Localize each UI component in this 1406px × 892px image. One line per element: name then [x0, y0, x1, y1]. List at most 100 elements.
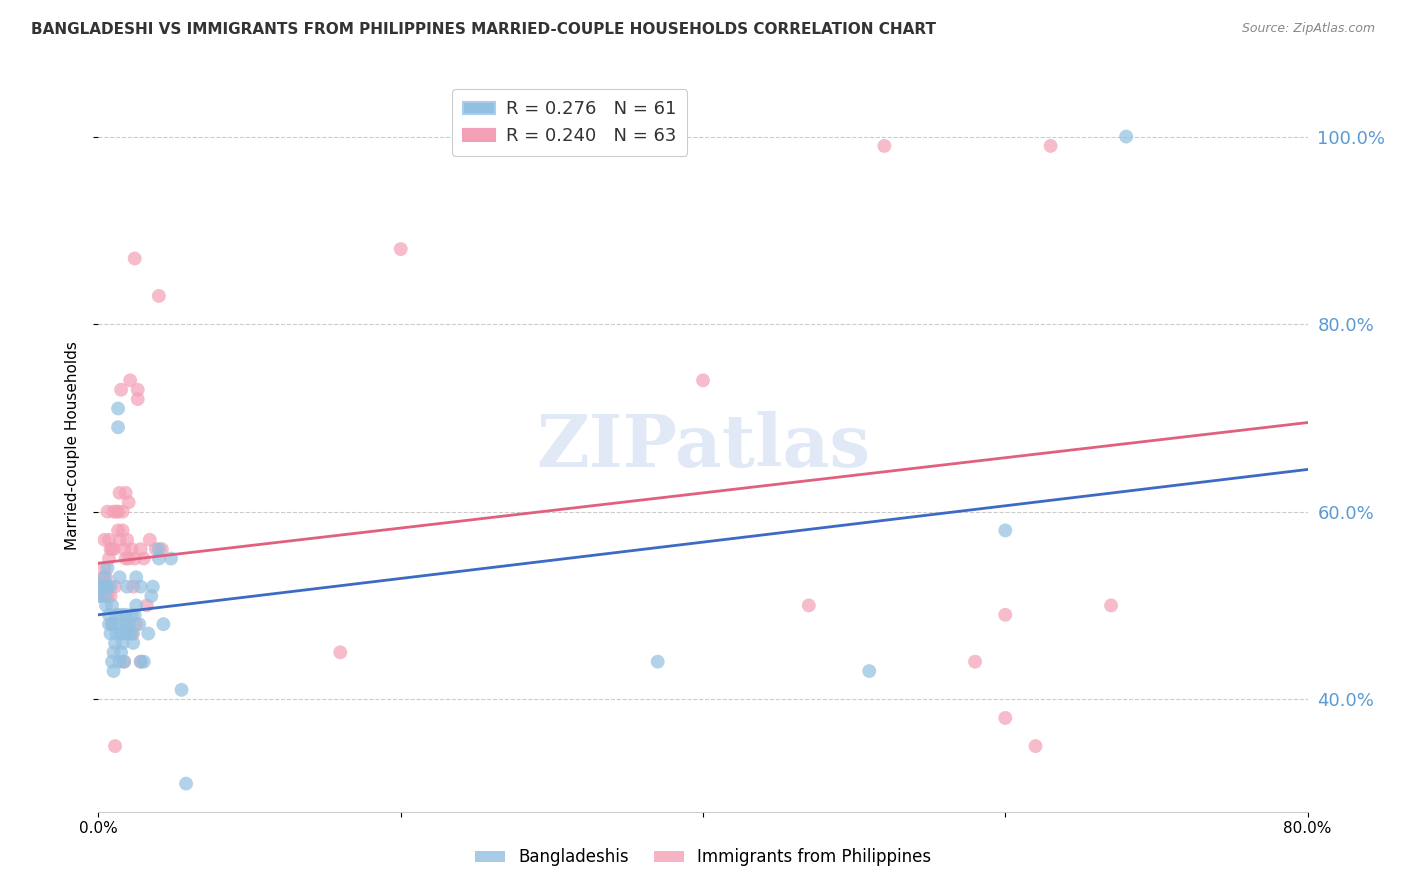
- Point: [90, 580, 112, 594]
- Point: [110, 383, 132, 397]
- Point: [101, 542, 124, 557]
- Point: [122, 580, 145, 594]
- Point: [98, 533, 121, 547]
- Point: [96, 580, 118, 594]
- Point: [96, 505, 118, 519]
- Point: [112, 655, 135, 669]
- Point: [96, 589, 118, 603]
- Point: [89, 589, 111, 603]
- Point: [93, 533, 115, 547]
- Point: [152, 617, 174, 632]
- Point: [107, 524, 129, 538]
- Point: [89, 589, 111, 603]
- Point: [692, 373, 714, 387]
- Point: [100, 542, 122, 557]
- Point: [103, 645, 125, 659]
- Legend: Bangladeshis, Immigrants from Philippines: Bangladeshis, Immigrants from Philippine…: [468, 842, 938, 873]
- Point: [101, 655, 124, 669]
- Point: [170, 682, 193, 697]
- Point: [115, 533, 138, 547]
- Point: [111, 524, 134, 538]
- Point: [965, 655, 987, 669]
- Point: [111, 505, 134, 519]
- Point: [135, 599, 157, 613]
- Point: [1039, 139, 1062, 153]
- Point: [129, 655, 152, 669]
- Point: [107, 401, 129, 416]
- Text: ZIPatlas: ZIPatlas: [536, 410, 870, 482]
- Point: [120, 373, 142, 387]
- Point: [94, 589, 117, 603]
- Text: Source: ZipAtlas.com: Source: ZipAtlas.com: [1241, 22, 1375, 36]
- Point: [94, 580, 117, 594]
- Point: [148, 289, 170, 303]
- Point: [174, 776, 197, 790]
- Point: [148, 542, 170, 557]
- Point: [107, 505, 129, 519]
- Point: [94, 599, 117, 613]
- Point: [104, 580, 127, 594]
- Point: [124, 252, 146, 266]
- Point: [101, 617, 124, 632]
- Point: [129, 580, 152, 594]
- Legend: R = 0.276   N = 61, R = 0.240   N = 63: R = 0.276 N = 61, R = 0.240 N = 63: [453, 89, 688, 156]
- Point: [96, 561, 118, 575]
- Point: [110, 645, 132, 659]
- Point: [100, 626, 122, 640]
- Point: [100, 589, 122, 603]
- Point: [105, 626, 128, 640]
- Point: [132, 551, 155, 566]
- Point: [107, 420, 129, 434]
- Point: [114, 617, 136, 632]
- Point: [797, 599, 820, 613]
- Point: [115, 617, 138, 632]
- Point: [389, 242, 412, 256]
- Point: [96, 580, 118, 594]
- Point: [121, 542, 143, 557]
- Point: [858, 664, 880, 678]
- Point: [118, 551, 141, 566]
- Point: [98, 551, 121, 566]
- Point: [112, 626, 135, 640]
- Point: [93, 570, 115, 584]
- Point: [994, 607, 1017, 622]
- Point: [101, 599, 124, 613]
- Point: [100, 580, 122, 594]
- Point: [108, 655, 131, 669]
- Point: [111, 636, 134, 650]
- Point: [1024, 739, 1046, 753]
- Point: [125, 570, 148, 584]
- Point: [98, 617, 121, 632]
- Point: [120, 626, 142, 640]
- Point: [124, 551, 146, 566]
- Point: [114, 607, 136, 622]
- Point: [132, 655, 155, 669]
- Point: [994, 524, 1017, 538]
- Point: [91, 570, 114, 584]
- Point: [98, 607, 121, 622]
- Point: [103, 664, 125, 678]
- Point: [104, 617, 127, 632]
- Point: [136, 626, 159, 640]
- Point: [994, 711, 1017, 725]
- Point: [145, 542, 167, 557]
- Point: [103, 542, 125, 557]
- Point: [118, 495, 141, 509]
- Point: [127, 392, 149, 406]
- Point: [118, 617, 141, 632]
- Point: [108, 570, 131, 584]
- Point: [129, 655, 152, 669]
- Point: [108, 533, 131, 547]
- Point: [108, 486, 131, 500]
- Point: [128, 617, 150, 632]
- Point: [104, 739, 127, 753]
- Point: [103, 505, 125, 519]
- Point: [1115, 129, 1137, 144]
- Point: [160, 551, 183, 566]
- Point: [114, 551, 136, 566]
- Point: [112, 655, 135, 669]
- Point: [121, 607, 143, 622]
- Point: [150, 542, 173, 557]
- Point: [127, 383, 149, 397]
- Point: [115, 580, 138, 594]
